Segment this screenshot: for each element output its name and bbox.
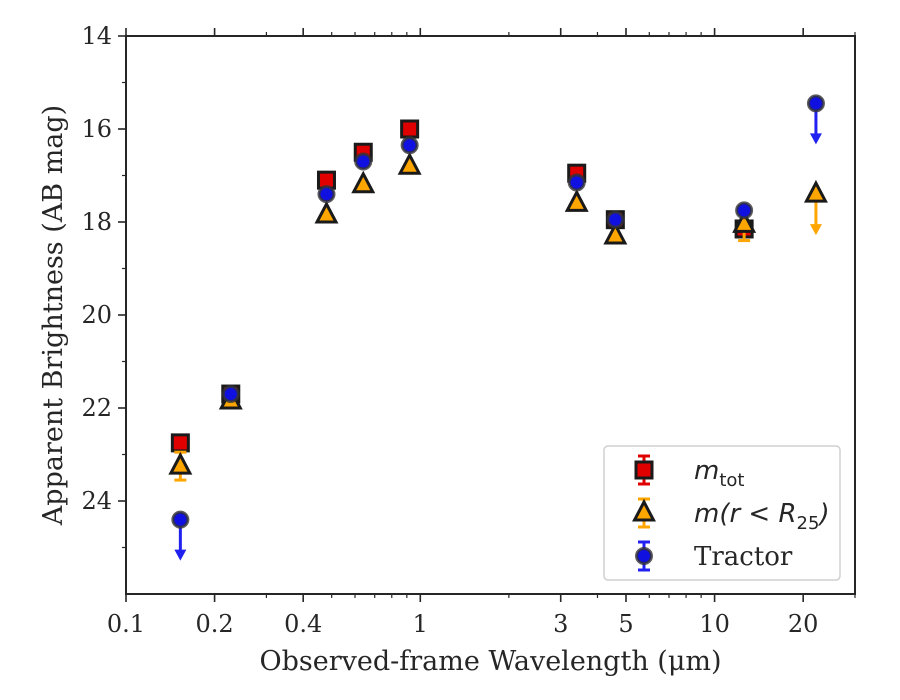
y-tick-label: 16: [81, 115, 112, 143]
x-tick-label: 0.2: [196, 610, 234, 638]
y-tick-label: 22: [81, 394, 112, 422]
x-tick-label: 5: [618, 610, 633, 638]
upper-limit-arrowhead: [809, 224, 822, 236]
y-tick-label: 24: [81, 487, 112, 515]
x-tick-label: 10: [699, 610, 730, 638]
data-point: [567, 173, 586, 192]
data-point: [564, 189, 589, 212]
y-axis-label: Apparent Brightness (AB mag): [38, 105, 69, 526]
data-point: [317, 185, 336, 204]
legend-label: m(r < R25): [694, 499, 830, 534]
x-tick-label: 0.4: [284, 610, 322, 638]
series-3: [171, 94, 825, 561]
data-point: [732, 210, 757, 233]
data-point: [397, 151, 422, 175]
data-point: [221, 385, 240, 404]
data-point: [354, 152, 373, 171]
data-point: [400, 136, 419, 155]
legend-label: Tractor: [694, 542, 793, 572]
data-point: [803, 179, 828, 203]
legend: mtot m(r < R25) Tractor: [603, 445, 841, 581]
x-tick-label: 1: [413, 610, 428, 638]
data-marks: [168, 94, 828, 561]
x-axis-label: Observed-frame Wavelength (μm): [259, 646, 721, 677]
data-point: [351, 170, 376, 194]
data-point: [171, 510, 190, 529]
legend-marker: [635, 547, 653, 565]
x-tick-label: 20: [788, 610, 819, 638]
data-point: [806, 94, 825, 113]
y-tick-label: 14: [81, 22, 112, 50]
legend-marker: [632, 498, 656, 522]
x-tick-label: 0.1: [107, 610, 145, 638]
series-1: [170, 119, 754, 453]
axes: 0.1 0.2 0.4 1 3 5 10 20 14 16 18 20 22 24 Observed-fra…: [38, 22, 856, 677]
data-point: [603, 221, 628, 245]
upper-limit-arrowhead: [809, 133, 822, 145]
legend-marker: [634, 460, 654, 480]
data-point: [170, 433, 190, 453]
upper-limit-arrowhead: [174, 549, 187, 561]
data-point: [314, 200, 339, 224]
data-point: [735, 201, 754, 220]
y-tick-label: 18: [81, 208, 112, 236]
data-point: [400, 119, 420, 139]
y-tick-label: 20: [81, 301, 112, 329]
series-2: [168, 151, 828, 482]
data-point: [606, 210, 625, 229]
x-tick-label: 3: [553, 610, 568, 638]
legend-label: mtot: [694, 456, 744, 491]
data-point: [168, 451, 193, 475]
legend-box: [603, 445, 841, 581]
